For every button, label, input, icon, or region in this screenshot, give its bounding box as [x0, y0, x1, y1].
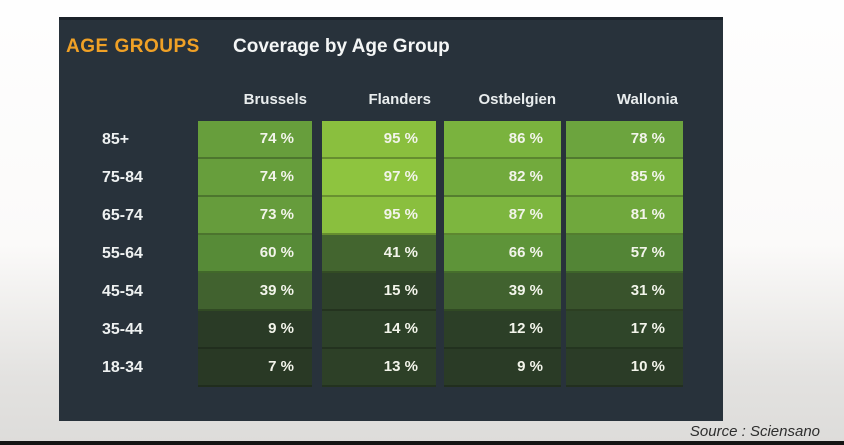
age-group-label: 45-54	[102, 283, 143, 300]
column-header-brussels: Brussels	[243, 91, 307, 108]
age-group-label: 18-34	[102, 359, 143, 376]
column-header-wallonia: Wallonia	[616, 91, 678, 108]
coverage-panel: AGE GROUPS Coverage by Age Group Brussel…	[59, 17, 723, 421]
coverage-cell: 73 %	[198, 197, 312, 235]
age-labels-column: 85+ 75-84 65-74 55-64 45-54 35-44 18-34	[59, 121, 198, 387]
coverage-cell: 10 %	[566, 349, 683, 387]
age-group-label: 65-74	[102, 207, 143, 224]
coverage-cell: 95 %	[322, 197, 436, 235]
coverage-cell: 15 %	[322, 273, 436, 311]
panel-kicker: AGE GROUPS	[66, 36, 200, 57]
coverage-cell: 95 %	[322, 121, 436, 159]
coverage-cell: 82 %	[444, 159, 561, 197]
coverage-cell: 14 %	[322, 311, 436, 349]
coverage-cell: 74 %	[198, 159, 312, 197]
panel-title: Coverage by Age Group	[233, 36, 450, 57]
coverage-cell: 81 %	[566, 197, 683, 235]
source-credit: Source : Sciensano	[689, 423, 820, 440]
coverage-cell: 60 %	[198, 235, 312, 273]
coverage-cell: 87 %	[444, 197, 561, 235]
region-column-brussels: 74 % 74 % 73 % 60 % 39 % 9 % 7 %	[198, 121, 312, 387]
coverage-cell: 31 %	[566, 273, 683, 311]
coverage-cell: 17 %	[566, 311, 683, 349]
coverage-cell: 74 %	[198, 121, 312, 159]
coverage-cell: 9 %	[198, 311, 312, 349]
region-column-flanders: 95 % 97 % 95 % 41 % 15 % 14 % 13 %	[322, 121, 436, 387]
age-group-label: 35-44	[102, 321, 143, 338]
coverage-cell: 85 %	[566, 159, 683, 197]
coverage-cell: 12 %	[444, 311, 561, 349]
coverage-cell: 9 %	[444, 349, 561, 387]
age-group-label: 85+	[102, 131, 130, 148]
column-header-ostbelgien: Ostbelgien	[478, 91, 556, 108]
coverage-cell: 97 %	[322, 159, 436, 197]
coverage-cell: 13 %	[322, 349, 436, 387]
region-column-ostbelgien: 86 % 82 % 87 % 66 % 39 % 12 % 9 %	[444, 121, 561, 387]
coverage-cell: 41 %	[322, 235, 436, 273]
coverage-cell: 39 %	[444, 273, 561, 311]
coverage-cell: 86 %	[444, 121, 561, 159]
coverage-cell: 66 %	[444, 235, 561, 273]
coverage-cell: 78 %	[566, 121, 683, 159]
age-group-label: 55-64	[102, 245, 143, 262]
region-column-wallonia: 78 % 85 % 81 % 57 % 31 % 17 % 10 %	[566, 121, 683, 387]
coverage-cell: 39 %	[198, 273, 312, 311]
age-group-label: 75-84	[102, 169, 143, 186]
coverage-cell: 57 %	[566, 235, 683, 273]
coverage-cell: 7 %	[198, 349, 312, 387]
bottom-letterbox-bar	[0, 441, 844, 445]
column-header-flanders: Flanders	[368, 91, 431, 108]
